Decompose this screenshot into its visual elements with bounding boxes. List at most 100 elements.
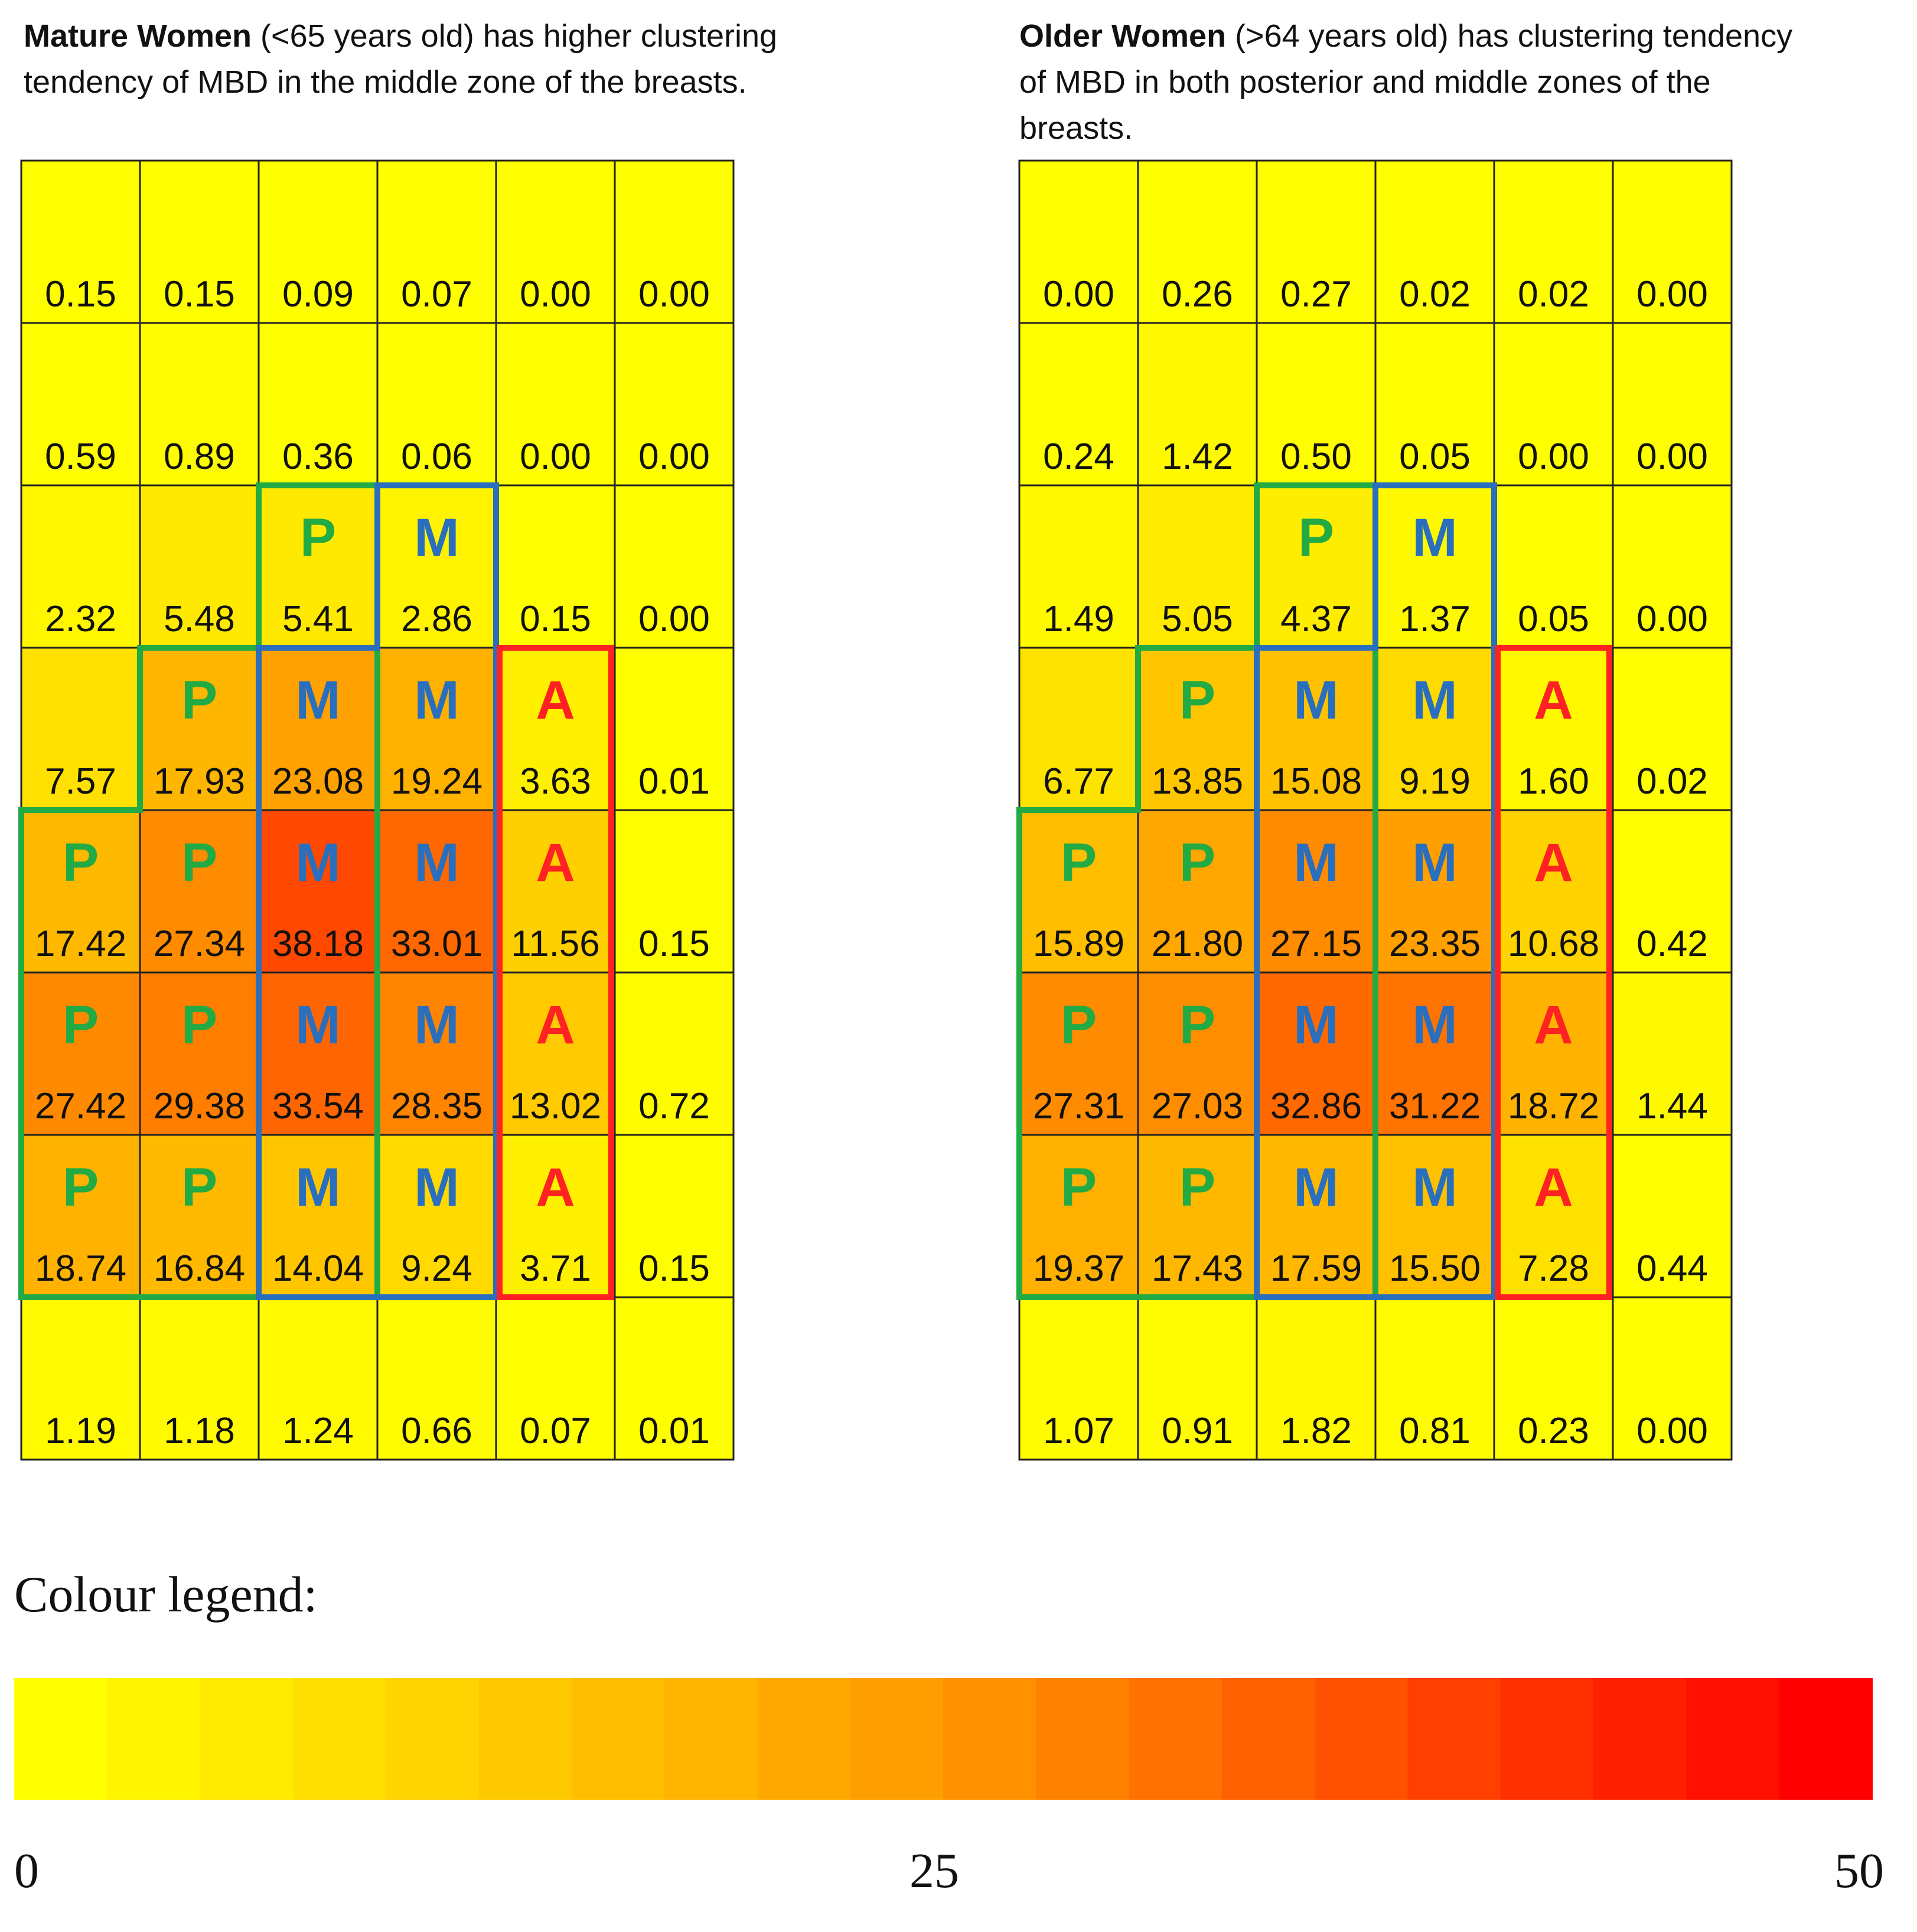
older-zone-letter: P [1179,670,1215,730]
mature-cell-value: 17.42 [35,923,126,964]
mature-zone-letter: P [63,995,99,1055]
legend-swatch [386,1678,480,1800]
older-middle-zone-outline [1254,482,1497,1300]
mature-cell [614,809,735,974]
mature-cell [139,809,260,974]
mature-cell-value: 33.54 [272,1086,364,1127]
older-cell-value: 0.50 [1280,436,1352,477]
mature-cell-value: 17.93 [154,761,245,802]
mature-cell [614,971,735,1136]
mature-cell-value: 16.84 [154,1248,245,1289]
older-cell [1374,647,1495,811]
older-cell-value: 1.37 [1399,599,1471,639]
older-cell [1018,647,1139,811]
older-cell-value: 15.50 [1389,1248,1481,1289]
older-zone-letter: M [1412,833,1458,893]
older-zone-letter: M [1412,995,1458,1055]
mature-zone-letter: P [181,670,217,730]
mature-cell-value: 1.24 [282,1411,354,1451]
older-zone-letter: M [1412,670,1458,730]
mature-cell [495,1296,616,1461]
older-cell [1374,484,1495,649]
older-cell-value: 0.24 [1043,436,1114,477]
older-cell [1612,484,1733,649]
mature-cell [376,484,497,649]
legend-swatch [850,1678,944,1800]
older-cell-value: 10.68 [1508,923,1599,964]
older-cell-value: 1.07 [1043,1411,1114,1451]
legend-swatch [1779,1678,1873,1800]
mature-cell-value: 28.35 [391,1086,482,1127]
mature-cell-value: 13.02 [510,1086,601,1127]
older-cell-value: 23.35 [1389,923,1481,964]
mature-posterior-zone-outline [18,482,380,1300]
older-cell-value: 19.37 [1033,1248,1124,1289]
mature-cell [614,484,735,649]
older-cell-value: 0.26 [1162,274,1233,315]
mature-zone-letter: M [295,1157,341,1218]
mature-cell [139,1296,260,1461]
mature-zone-letter: A [536,833,575,893]
legend-swatch [571,1678,666,1800]
mature-zone-letter: M [414,995,459,1055]
legend-swatch [757,1678,851,1800]
older-cell-value: 0.42 [1636,923,1708,964]
older-zone-letter: A [1534,670,1573,730]
older-cell-value: 0.00 [1636,274,1708,315]
older-cell-value: 17.43 [1152,1248,1243,1289]
older-cell-value: 27.15 [1270,923,1362,964]
mature-zone-letter: A [536,670,575,730]
older-zone-letter: A [1534,833,1573,893]
older-cell-value: 0.02 [1636,761,1708,802]
legend-swatch [107,1678,201,1800]
older-cell [1137,971,1258,1136]
mature-cell-value: 9.24 [401,1248,472,1289]
older-zone-letter: P [1179,995,1215,1055]
mature-cell-value: 0.15 [520,599,591,639]
older-cell [1018,322,1139,487]
mature-cell-value: 11.56 [511,923,600,964]
mature-cell-value: 0.00 [638,599,710,639]
legend-swatch [478,1678,572,1800]
older-cell [1256,971,1377,1136]
mature-cell-value: 0.15 [45,274,116,315]
older-cell-value: 0.00 [1636,599,1708,639]
older-zone-letter: P [1061,995,1097,1055]
mature-cell-value: 0.00 [520,274,591,315]
mature-middle-zone-outline [256,482,499,1300]
mature-cell [376,647,497,811]
mature-zone-letter: P [63,1157,99,1218]
older-cell-value: 1.42 [1162,436,1233,477]
older-cell-value: 9.19 [1399,761,1471,802]
mature-cell-value: 33.01 [391,923,482,964]
mature-cell-value: 0.00 [638,436,710,477]
mature-cell [495,159,616,324]
right-caption-rest: (>64 years old) has clustering tendency … [1019,18,1793,146]
legend-tick-max: 50 [1834,1843,1884,1898]
mature-zone-letter: P [300,508,336,568]
older-cell [1612,159,1733,324]
mature-cell-value: 0.00 [638,274,710,315]
older-cell [1612,1296,1733,1461]
mature-cell-value: 0.72 [638,1086,710,1127]
older-cell-value: 1.82 [1280,1411,1352,1451]
older-cell-value: 0.02 [1518,274,1589,315]
older-cell [1612,647,1733,811]
older-cell [1137,809,1258,974]
older-posterior-zone-outline [1016,482,1378,1300]
older-cell-value: 0.00 [1043,274,1114,315]
older-cell [1256,322,1377,487]
mature-cell-value: 0.00 [520,436,591,477]
mature-cell-value: 5.41 [282,599,354,639]
older-cell [1018,809,1139,974]
mature-cell [257,159,379,324]
older-cell-value: 13.85 [1152,761,1243,802]
mature-cell [20,484,141,649]
colour-legend-bar [14,1678,1873,1800]
mature-cell [257,322,379,487]
legend-title: Colour legend: [14,1566,318,1623]
mature-cell [139,322,260,487]
older-cell [1493,1134,1614,1298]
older-cell-value: 31.22 [1389,1086,1481,1127]
